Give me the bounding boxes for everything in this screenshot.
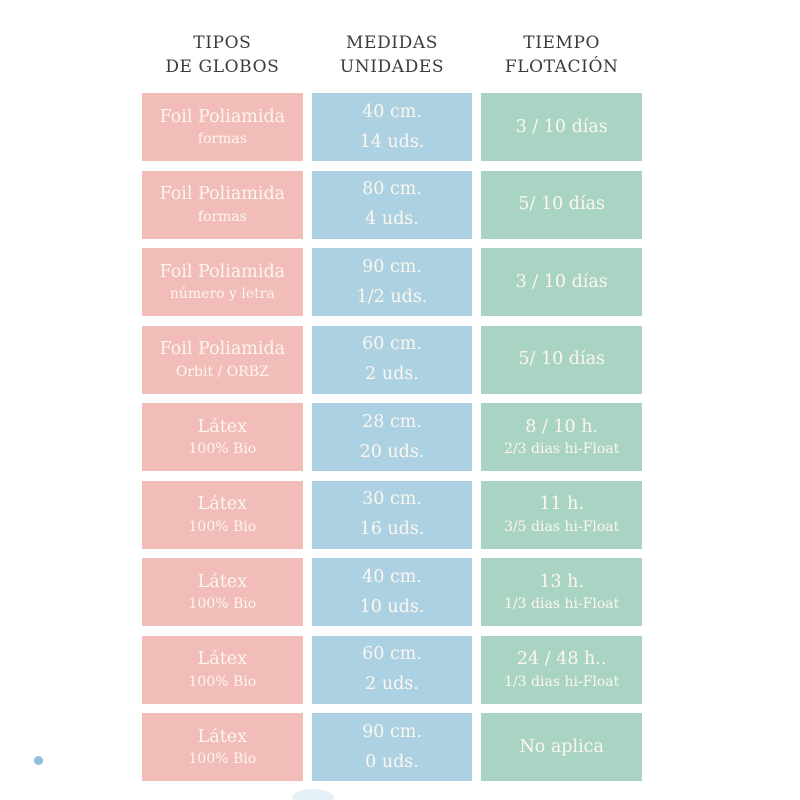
- tiempo-cell: 5/ 10 días: [481, 325, 643, 394]
- tipo-cell-line1: Látex: [197, 416, 247, 437]
- medida-cell-line2: 0 uds.: [365, 751, 419, 772]
- tipo-cell-line2: número y letra: [169, 286, 275, 303]
- medida-cell-line1: 90 cm.: [362, 721, 422, 742]
- tipo-cell-line1: Látex: [197, 649, 247, 670]
- tiempo-cell-line1: 3 / 10 días: [515, 116, 608, 137]
- tiempo-cell-line2: 1/3 dias hi-Float: [504, 673, 620, 690]
- medida-cell-line2: 1/2 uds.: [356, 286, 428, 307]
- tipo-cell: Látex 100% Bio: [142, 713, 303, 781]
- medida-cell-line1: 28 cm.: [362, 411, 422, 432]
- tipo-cell: Látex 100% Bio: [142, 558, 303, 626]
- tiempo-cell: 3 / 10 días: [481, 93, 643, 161]
- medida-cell: 90 cm. 0 uds.: [311, 713, 473, 781]
- medida-cell-line1: 80 cm.: [362, 179, 422, 200]
- medida-cell: 60 cm. 2 uds.: [311, 325, 473, 394]
- tipo-cell-line2: 100% Bio: [188, 441, 257, 458]
- medida-cell-line1: 40 cm.: [362, 566, 422, 587]
- table-row: Látex 100% Bio 60 cm. 2 uds. 24 / 48 h.. 1/3 …: [142, 635, 643, 704]
- medida-cell-line2: 16 uds.: [359, 519, 425, 539]
- column-header-line: UNIDADES: [339, 57, 445, 78]
- tipo-cell-line1: Foil Poliamida: [159, 184, 286, 205]
- column-header-tiempo: TIEMPO FLOTACIÓN: [481, 31, 642, 79]
- tipo-cell: Látex 100% Bio: [142, 635, 303, 704]
- tipo-cell-line1: Látex: [197, 571, 247, 592]
- tiempo-cell: 24 / 48 h.. 1/3 dias hi-Float: [481, 635, 643, 704]
- tiempo-cell-line1: 24 / 48 h..: [516, 649, 607, 670]
- medida-cell: 28 cm. 20 uds.: [311, 403, 473, 471]
- decorative-dot: [34, 756, 43, 765]
- tiempo-cell-line1: 5/ 10 días: [518, 349, 605, 370]
- tipo-cell-line1: Látex: [197, 726, 247, 747]
- table-row: Látex 100% Bio 90 cm. 0 uds. No aplica: [142, 713, 643, 781]
- medida-cell-line1: 90 cm.: [362, 256, 422, 277]
- medida-cell: 90 cm. 1/2 uds.: [311, 248, 473, 316]
- tiempo-cell-line2: 2/3 dias hi-Float: [504, 441, 620, 458]
- tiempo-cell: 8 / 10 h. 2/3 dias hi-Float: [481, 403, 643, 471]
- tipo-cell-line2: formas: [197, 208, 247, 225]
- tiempo-cell-line1: 5/ 10 días: [518, 194, 605, 215]
- tipo-cell-line2: formas: [197, 131, 247, 148]
- table-row: Látex 100% Bio 30 cm. 16 uds. 11 h. 3/5 dias …: [142, 480, 643, 549]
- column-header-line: TIPOS: [193, 33, 252, 53]
- medida-cell: 60 cm. 2 uds.: [311, 635, 473, 704]
- table-row: Látex 100% Bio 40 cm. 10 uds. 13 h. 1/3 dias …: [142, 558, 643, 626]
- table-row: Foil Poliamida formas 40 cm. 14 uds. 3 / 10 …: [142, 93, 643, 161]
- tipo-cell: Látex 100% Bio: [142, 403, 303, 471]
- decorative-faint-dot: [292, 789, 334, 800]
- table-row: Foil Poliamida número y letra 90 cm. 1/2 ud…: [142, 248, 643, 316]
- tiempo-cell-line1: 8 / 10 h.: [525, 416, 599, 437]
- column-header-medidas: MEDIDAS UNIDADES: [312, 31, 473, 79]
- medida-cell-line2: 20 uds.: [359, 441, 425, 462]
- tipo-cell-line1: Foil Poliamida: [159, 339, 286, 360]
- medida-cell-line1: 60 cm.: [362, 334, 422, 355]
- tiempo-cell: 5/ 10 días: [481, 170, 643, 239]
- tiempo-cell-line1: 3 / 10 días: [515, 271, 608, 292]
- column-header-line: DE GLOBOS: [165, 57, 280, 78]
- tipo-cell-line2: 100% Bio: [188, 673, 257, 690]
- medida-cell-line2: 2 uds.: [365, 674, 419, 694]
- medida-cell-line1: 60 cm.: [362, 644, 422, 665]
- tipo-cell: Foil Poliamida Orbit / ORBZ: [142, 325, 303, 394]
- column-header-line: TIEMPO: [523, 33, 601, 53]
- tipo-cell-line2: 100% Bio: [188, 518, 257, 535]
- medida-cell: 40 cm. 10 uds.: [311, 558, 473, 626]
- table-row: Foil Poliamida Orbit / ORBZ 60 cm. 2 uds. 5/…: [142, 325, 643, 394]
- medida-cell-line2: 4 uds.: [365, 209, 419, 229]
- tiempo-cell-line1: No aplica: [519, 736, 604, 757]
- tipo-cell: Foil Poliamida formas: [142, 170, 303, 239]
- table-row: Látex 100% Bio 28 cm. 20 uds. 8 / 10 h. 2/3 d…: [142, 403, 643, 471]
- medida-cell-line2: 2 uds.: [365, 364, 419, 384]
- column-header-tipos: TIPOS DE GLOBOS: [142, 31, 303, 79]
- tipo-cell-line2: 100% Bio: [188, 751, 257, 768]
- medida-cell-line2: 10 uds.: [359, 596, 425, 617]
- tiempo-cell: No aplica: [481, 713, 643, 781]
- medida-cell-line1: 40 cm.: [362, 101, 422, 122]
- table-row: Foil Poliamida formas 80 cm. 4 uds. 5/ 10 dí…: [142, 170, 643, 239]
- tipo-cell-line2: Orbit / ORBZ: [175, 363, 269, 380]
- tiempo-cell: 3 / 10 días: [481, 248, 643, 316]
- tiempo-cell: 11 h. 3/5 dias hi-Float: [481, 480, 643, 549]
- tiempo-cell-line1: 13 h.: [539, 571, 585, 592]
- tipo-cell: Látex 100% Bio: [142, 480, 303, 549]
- tiempo-cell-line2: 1/3 dias hi-Float: [504, 596, 620, 613]
- medida-cell: 30 cm. 16 uds.: [311, 480, 473, 549]
- medida-cell: 40 cm. 14 uds.: [311, 93, 473, 161]
- tipo-cell-line1: Foil Poliamida: [159, 261, 286, 282]
- tipo-cell-line1: Látex: [197, 494, 247, 515]
- tiempo-cell-line2: 3/5 dias hi-Float: [504, 518, 620, 535]
- table-body: Foil Poliamida formas 40 cm. 14 uds. 3 / 10 …: [142, 93, 643, 781]
- tipo-cell-line1: Foil Poliamida: [159, 106, 286, 127]
- medida-cell-line1: 30 cm.: [362, 489, 422, 510]
- medida-cell: 80 cm. 4 uds.: [311, 170, 473, 239]
- tipo-cell: Foil Poliamida número y letra: [142, 248, 303, 316]
- tiempo-cell: 13 h. 1/3 dias hi-Float: [481, 558, 643, 626]
- column-header-line: MEDIDAS: [346, 33, 438, 53]
- tiempo-cell-line1: 11 h.: [539, 494, 585, 515]
- medida-cell-line2: 14 uds.: [359, 131, 425, 152]
- tipo-cell-line2: 100% Bio: [188, 596, 257, 613]
- tipo-cell: Foil Poliamida formas: [142, 93, 303, 161]
- column-header-line: FLOTACIÓN: [504, 57, 619, 78]
- table-header-row: TIPOS DE GLOBOS MEDIDAS UNIDADES TIEMPO …: [142, 31, 642, 79]
